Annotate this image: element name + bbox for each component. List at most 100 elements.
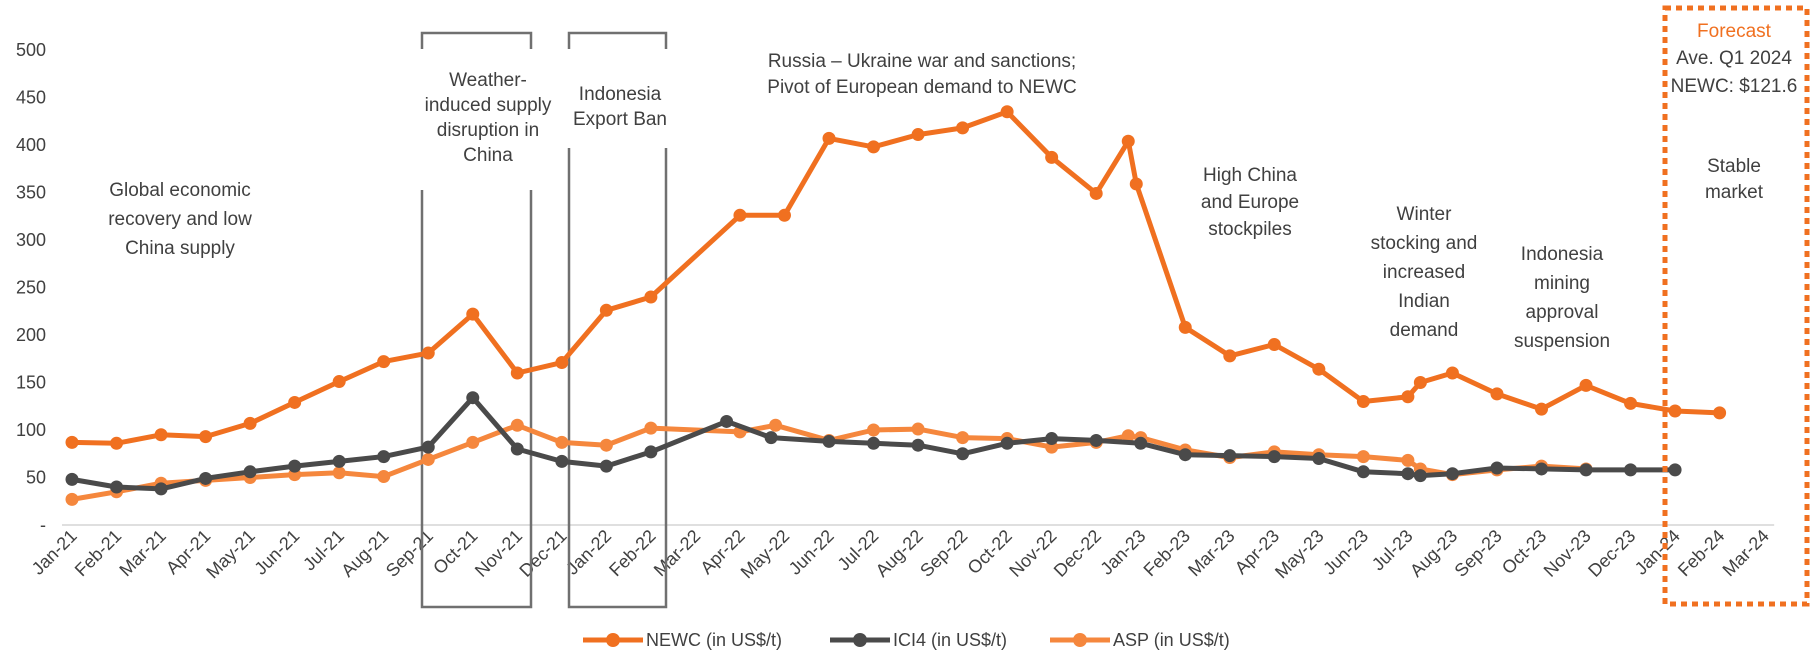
x-tick-label: Mar-24 — [1719, 526, 1773, 580]
data-point — [65, 472, 79, 486]
data-point — [1121, 134, 1135, 148]
x-tick-label: Jan-23 — [1096, 526, 1149, 579]
data-point — [644, 421, 658, 435]
legend-item: NEWC (in US$/t) — [583, 630, 782, 650]
data-point — [199, 430, 213, 444]
x-tick-label: May-21 — [202, 526, 259, 583]
data-point — [1413, 376, 1427, 389]
annotation-text: demand — [1390, 320, 1459, 341]
data-point — [377, 355, 391, 369]
data-point — [421, 440, 435, 454]
data-point — [421, 346, 435, 360]
annotation-text: China — [463, 145, 513, 166]
data-point — [867, 140, 881, 154]
y-tick-label: 450 — [16, 88, 46, 108]
x-tick-label: Mar-23 — [1184, 526, 1238, 580]
data-point — [1129, 177, 1143, 191]
legend-item: ASP (in US$/t) — [1050, 630, 1230, 650]
data-point — [1134, 436, 1148, 450]
annotation-text: Winter — [1397, 204, 1453, 225]
data-point — [777, 208, 791, 222]
data-point — [1534, 462, 1548, 476]
data-point — [1668, 404, 1682, 418]
x-tick-label: Nov-22 — [1005, 526, 1060, 581]
data-point — [867, 436, 881, 450]
data-point — [510, 442, 524, 456]
data-point — [1178, 448, 1192, 462]
annotation-text: suspension — [1514, 331, 1610, 352]
forecast-dashed-box — [1662, 5, 1810, 607]
data-point — [332, 454, 346, 468]
data-point — [867, 423, 881, 437]
x-tick-label: May-23 — [1271, 526, 1328, 583]
data-point — [1579, 378, 1593, 392]
data-point — [332, 375, 346, 389]
legend-swatch-marker — [606, 633, 620, 647]
data-point — [466, 435, 480, 449]
data-point — [1356, 465, 1370, 479]
annotation-text: Pivot of European demand to NEWC — [767, 77, 1076, 98]
data-point — [1445, 366, 1459, 380]
x-tick-label: Feb-22 — [605, 526, 659, 580]
data-point — [1089, 433, 1103, 447]
data-point — [110, 436, 124, 450]
annotation-text: increased — [1383, 262, 1465, 283]
x-tick-label: Nov-21 — [471, 526, 526, 581]
data-point — [911, 422, 925, 436]
data-point — [1490, 461, 1504, 475]
x-tick-label: Jan-21 — [28, 526, 81, 579]
annotation-text: High China — [1203, 165, 1297, 186]
data-point — [1413, 469, 1427, 483]
data-point — [644, 445, 658, 459]
series-line — [71, 422, 1587, 502]
data-point — [1089, 186, 1103, 200]
y-tick-label: 150 — [16, 373, 46, 393]
data-point — [911, 128, 925, 142]
legend-label: NEWC (in US$/t) — [646, 630, 782, 650]
y-axis: - 50 100 150 200 250 300 350 400 450 500 — [16, 40, 46, 535]
data-point — [599, 438, 613, 452]
x-axis: Jan-21Feb-21Mar-21Apr-21May-21Jun-21Jul-… — [28, 524, 1775, 583]
data-point — [466, 307, 480, 321]
weather-period-box-bottom — [420, 190, 533, 609]
data-point — [1223, 349, 1237, 363]
export-ban-period-box-bottom — [567, 148, 668, 609]
data-point — [1490, 387, 1504, 401]
data-point — [466, 391, 480, 405]
data-point — [1267, 338, 1281, 351]
data-point — [1534, 402, 1548, 416]
legend-swatch-marker — [1073, 633, 1087, 647]
period-boxes — [420, 31, 668, 609]
x-tick-label: Jun-21 — [250, 526, 303, 579]
x-tick-label: Dec-23 — [1584, 526, 1639, 581]
data-point — [1223, 449, 1237, 463]
x-tick-label: Mar-22 — [650, 526, 704, 580]
annotation-text: Stable — [1707, 156, 1761, 177]
data-point — [1713, 406, 1727, 420]
data-point — [599, 303, 613, 317]
x-tick-label: Dec-21 — [515, 526, 570, 581]
y-tick-label: 500 — [16, 40, 46, 60]
x-tick-label: Aug-22 — [872, 526, 927, 581]
weather-period-box-top — [420, 31, 533, 49]
series-0 — [65, 105, 1727, 450]
data-point — [1401, 467, 1415, 481]
series-layer — [65, 105, 1727, 506]
annotation-text: Export Ban — [573, 109, 667, 130]
export-ban-period-box-top — [567, 31, 668, 49]
legend: NEWC (in US$/t) ICI4 (in US$/t) ASP (in US… — [583, 630, 1230, 650]
forecast-line: Ave. Q1 2024 — [1676, 48, 1792, 69]
x-tick-label: Jun-22 — [785, 526, 838, 579]
series-line — [71, 109, 1720, 446]
data-point — [1312, 362, 1326, 376]
annotation-text: and Europe — [1201, 192, 1299, 213]
data-point — [1624, 396, 1638, 410]
data-point — [1579, 463, 1593, 477]
data-point — [154, 428, 168, 442]
annotation-text: Indonesia — [579, 84, 662, 105]
annotation-text: Global economic — [109, 180, 251, 201]
x-tick-label: Feb-24 — [1674, 526, 1728, 580]
data-point — [243, 465, 257, 479]
x-tick-label: Sep-23 — [1451, 526, 1506, 581]
